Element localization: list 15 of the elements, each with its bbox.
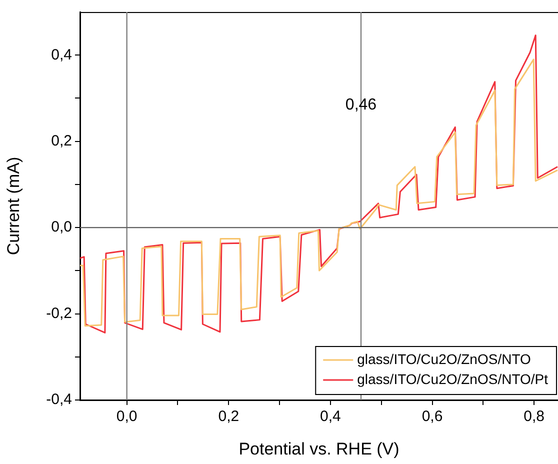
- y-tick-label: -0,2: [46, 304, 72, 322]
- y-axis-title: Current (mA): [4, 156, 23, 256]
- y-tick-label: 0,2: [51, 132, 72, 150]
- x-tick-label: 0,4: [320, 408, 341, 426]
- ref-line-label: 0,46: [345, 96, 377, 114]
- y-tick-label: 0,0: [51, 218, 72, 236]
- x-axis-title: Potential vs. RHE (V): [238, 439, 400, 458]
- x-tick-label: 0,2: [218, 408, 240, 426]
- legend-label: glass/ITO/Cu2O/ZnOS/NTO/Pt: [357, 370, 548, 387]
- legend-label: glass/ITO/Cu2O/ZnOS/NTO: [357, 350, 531, 367]
- x-tick-label: 0,0: [116, 408, 138, 426]
- x-tick-label: 0,6: [422, 408, 443, 426]
- y-tick-label: -0,4: [46, 391, 72, 408]
- y-tick-label: 0,4: [51, 46, 72, 64]
- x-tick-label: 0,8: [524, 408, 545, 426]
